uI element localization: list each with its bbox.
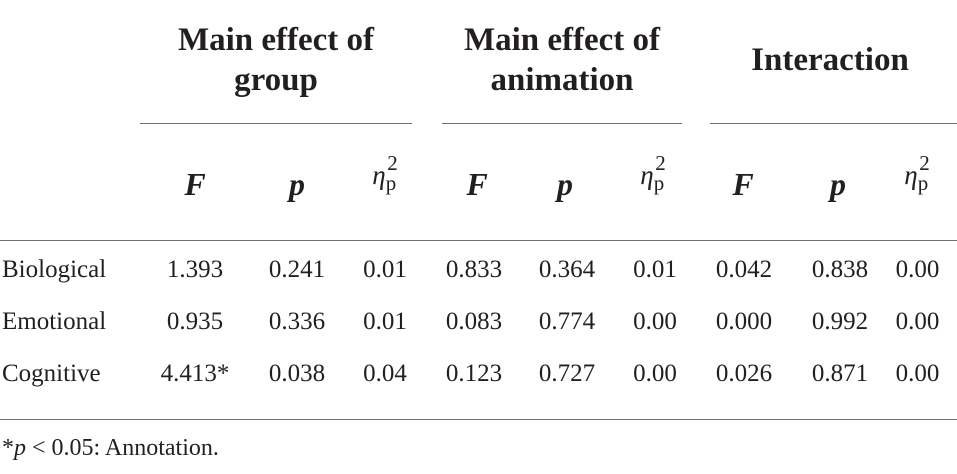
table-cell: 0.000 xyxy=(715,308,773,335)
row-label: Cognitive xyxy=(2,360,101,387)
table-cell: 0.241 xyxy=(268,256,326,283)
group-rule xyxy=(710,123,957,124)
table-cell: 0.00 xyxy=(895,360,940,387)
footnote-text: < 0.05: Annotation. xyxy=(26,435,219,461)
group-header-line: group xyxy=(234,62,318,98)
table-cell: 0.04 xyxy=(363,360,407,387)
subheader-eta-squared: ηp2 xyxy=(340,153,430,195)
table-cell: 0.00 xyxy=(633,308,677,335)
group-header-interaction: Interaction xyxy=(710,40,950,80)
table-cell: 0.038 xyxy=(268,360,326,387)
table-bottom-rule xyxy=(0,419,957,420)
table-cell: 4.413* xyxy=(160,360,230,387)
table-cell: 0.026 xyxy=(715,360,773,387)
table-cell: 0.00 xyxy=(895,256,940,283)
table-cell: 0.364 xyxy=(538,256,596,283)
subheader-f: F xyxy=(732,166,754,202)
subheader-p: p xyxy=(557,166,573,202)
table-cell: 0.01 xyxy=(363,256,407,283)
row-label: Biological xyxy=(2,256,107,283)
eta-symbol: η xyxy=(372,160,386,190)
eta-symbol: η xyxy=(640,160,654,190)
table-cell: 0.336 xyxy=(268,308,326,335)
table-cell: 1.393 xyxy=(166,256,224,283)
eta-subscript: p xyxy=(917,171,929,195)
eta-subscript: p xyxy=(385,171,397,195)
group-header-line: Main effect of xyxy=(177,22,375,58)
subheader-p: p xyxy=(830,166,846,202)
subheader-eta-squared: ηp2 xyxy=(608,153,698,195)
table-cell: 0.838 xyxy=(811,256,869,283)
eta-superscript: 2 xyxy=(655,151,666,175)
table-footnote: *p < 0.05: Annotation. xyxy=(2,433,219,463)
group-rule xyxy=(140,123,412,124)
eta-subscript: p xyxy=(653,171,665,195)
table-cell: 0.774 xyxy=(538,308,596,335)
table-cell: 0.992 xyxy=(811,308,869,335)
subheader-p: p xyxy=(289,166,305,202)
footnote-star: * xyxy=(2,435,14,461)
table-cell: 0.00 xyxy=(633,360,677,387)
table-cell: 0.042 xyxy=(715,256,773,283)
table-cell: 0.123 xyxy=(445,360,503,387)
table-cell: 0.727 xyxy=(538,360,596,387)
subheader-f: F xyxy=(184,166,206,202)
row-label: Emotional xyxy=(2,308,107,335)
group-header-main-effect-group: Main effect of group xyxy=(140,20,412,100)
footnote-p: p xyxy=(14,435,26,461)
eta-superscript: 2 xyxy=(919,151,930,175)
group-header-line: animation xyxy=(490,62,634,98)
header-bottom-rule xyxy=(0,240,957,241)
table-cell: 0.833 xyxy=(445,256,503,283)
table-cell: 0.00 xyxy=(895,308,940,335)
group-rule xyxy=(442,123,682,124)
table-cell: 0.083 xyxy=(445,308,503,335)
table-cell: 0.01 xyxy=(363,308,407,335)
group-header-main-effect-animation: Main effect of animation xyxy=(442,20,682,100)
subheader-eta-squared: ηp2 xyxy=(877,153,957,195)
subheader-f: F xyxy=(466,166,488,202)
group-header-line: Main effect of xyxy=(463,22,661,58)
table-cell: 0.01 xyxy=(633,256,677,283)
table-cell: 0.935 xyxy=(166,308,224,335)
eta-symbol: η xyxy=(904,160,918,190)
group-header-line: Interaction xyxy=(751,42,909,78)
table-cell: 0.871 xyxy=(811,360,869,387)
eta-superscript: 2 xyxy=(387,151,398,175)
